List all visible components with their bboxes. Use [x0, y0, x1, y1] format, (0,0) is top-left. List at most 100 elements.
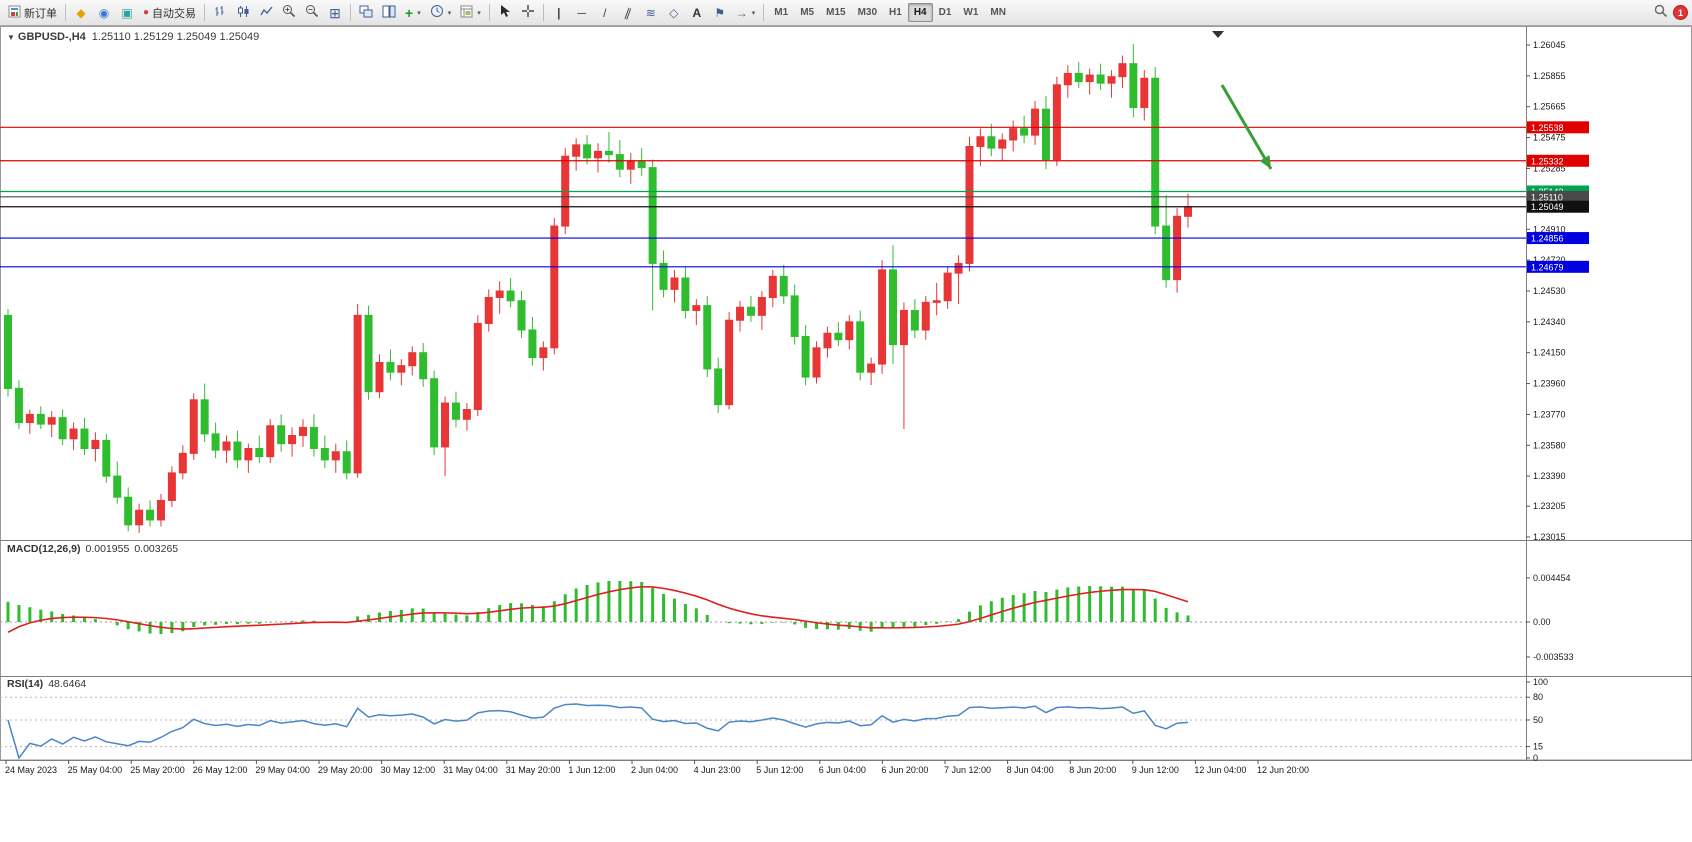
candlestick-chart-button[interactable] — [232, 2, 254, 24]
templates-button[interactable]: ▾ — [456, 2, 485, 24]
text-label-button[interactable]: ⚑ — [709, 2, 731, 24]
chevron-down-icon: ▾ — [417, 9, 421, 17]
timeframe-button-m15[interactable]: M15 — [826, 7, 846, 18]
chart-canvas[interactable]: 1.26045 1.25855 1.25665 1.25475 1.25285 1.250… — [0, 26, 1692, 842]
horizontal-lines-layer[interactable]: 1.255381.253321.251431.251101.250491.248… — [0, 121, 1589, 273]
svg-text:1.25285: 1.25285 — [1533, 163, 1566, 173]
separator — [542, 4, 544, 21]
flag-icon: ⚑ — [714, 5, 726, 20]
svg-text:29 May 04:00: 29 May 04:00 — [255, 765, 310, 775]
arrows-button[interactable]: → ▾ — [732, 2, 760, 24]
zoom-out-button[interactable] — [301, 2, 323, 24]
search-button[interactable] — [1650, 2, 1672, 24]
svg-text:8 Jun 20:00: 8 Jun 20:00 — [1069, 765, 1116, 775]
trendline-button[interactable]: / — [594, 2, 616, 24]
clock-icon — [430, 4, 444, 21]
channel-icon: ∥ — [622, 4, 633, 21]
bar-chart-button[interactable] — [209, 2, 231, 24]
timeframe-button-h1[interactable]: H1 — [889, 7, 902, 18]
crosshair-button[interactable] — [517, 2, 539, 24]
navigator-button[interactable]: ▣ — [116, 2, 138, 24]
svg-text:1 Jun 12:00: 1 Jun 12:00 — [568, 765, 615, 775]
toolbar: 新订单 ◆ ◉ ▣ ● 自动交易 ⊞ + ▾ ▾ ▾ | ─ / ∥ ≋ ◇ A … — [0, 0, 1692, 26]
metaeditor-button[interactable]: ◆ — [70, 2, 92, 24]
cursor-icon — [499, 4, 511, 21]
cascade-windows-button[interactable] — [378, 2, 400, 24]
indicators-button[interactable]: + ▾ — [401, 2, 425, 24]
svg-text:1.24340: 1.24340 — [1533, 317, 1566, 327]
timeframe-button-w1[interactable]: W1 — [963, 7, 979, 18]
svg-text:7 Jun 12:00: 7 Jun 12:00 — [944, 765, 991, 775]
zoom-in-button[interactable] — [278, 2, 300, 24]
timeframe-button-mn[interactable]: MN — [990, 7, 1006, 18]
fibonacci-icon: ≋ — [645, 5, 656, 20]
arrange-windows-button[interactable] — [355, 2, 377, 24]
chevron-down-icon: ▾ — [751, 9, 756, 17]
arrow-icon: → — [735, 5, 748, 20]
search-icon — [1654, 4, 1668, 21]
svg-text:6 Jun 04:00: 6 Jun 04:00 — [819, 765, 866, 775]
periods-button[interactable]: ▾ — [426, 2, 456, 24]
vertical-line-button[interactable]: | — [548, 2, 570, 24]
svg-text:-0.003533: -0.003533 — [1533, 652, 1574, 662]
new-order-icon — [8, 5, 21, 21]
chart-frame — [0, 26, 1692, 761]
chevron-down-icon: ▾ — [447, 9, 452, 17]
auto-trading-button[interactable]: ● 自动交易 — [139, 2, 200, 24]
chevron-down-icon: ▾ — [477, 9, 481, 17]
rsi-name: RSI(14) — [7, 678, 44, 690]
price-axis: 1.26045 1.25855 1.25665 1.25475 1.25285 1.250… — [1526, 40, 1566, 542]
svg-text:1.24150: 1.24150 — [1533, 348, 1566, 358]
rsi-indicator-label: RSI(14) 48.6464 — [7, 678, 91, 690]
timeframe-button-m1[interactable]: M1 — [774, 7, 789, 18]
svg-text:1.24720: 1.24720 — [1533, 255, 1566, 265]
svg-text:80: 80 — [1533, 692, 1543, 702]
line-chart-button[interactable] — [255, 2, 277, 24]
fibonacci-button[interactable]: ≋ — [640, 2, 662, 24]
svg-text:1.23205: 1.23205 — [1533, 501, 1566, 511]
square-icon: ▣ — [121, 5, 133, 20]
svg-text:31 May 20:00: 31 May 20:00 — [506, 765, 561, 775]
market-watch-button[interactable]: ◉ — [93, 2, 115, 24]
tile-windows-button[interactable]: ⊞ — [324, 2, 346, 24]
time-axis: 24 May 2023 25 May 04:00 25 May 20:00 26 Ma… — [5, 760, 1309, 775]
macd-axis: 0.004454 0.00 -0.003533 — [1526, 573, 1574, 662]
svg-text:26 May 12:00: 26 May 12:00 — [193, 765, 248, 775]
svg-text:12 Jun 20:00: 12 Jun 20:00 — [1257, 765, 1309, 775]
arrow-annotation[interactable] — [1220, 84, 1273, 170]
circle-icon: ◉ — [98, 5, 110, 20]
line-chart-icon — [259, 5, 273, 21]
collapse-triangle-icon[interactable]: ▼ — [7, 33, 15, 42]
svg-text:31 May 04:00: 31 May 04:00 — [443, 765, 498, 775]
svg-text:0.004454: 0.004454 — [1533, 573, 1571, 583]
new-order-button[interactable]: 新订单 — [4, 2, 61, 24]
new-order-label: 新订单 — [24, 7, 57, 20]
equidistant-channel-button[interactable]: ∥ — [617, 2, 639, 24]
svg-text:5 Jun 12:00: 5 Jun 12:00 — [756, 765, 803, 775]
macd-value-1: 0.001955 — [85, 543, 130, 555]
bar-chart-icon — [214, 5, 227, 21]
ohlc-close: 1.25049 — [219, 31, 260, 43]
windows-icon — [359, 5, 373, 21]
timeframe-button-m30[interactable]: M30 — [857, 7, 878, 18]
svg-text:1.25332: 1.25332 — [1531, 156, 1564, 166]
zoom-in-icon — [282, 4, 296, 21]
play-icon: ● — [143, 6, 150, 18]
svg-text:1.25475: 1.25475 — [1533, 133, 1566, 143]
notification-badge[interactable]: 1 — [1673, 5, 1688, 20]
timeframe-button-d1[interactable]: D1 — [938, 7, 952, 18]
macd-value-2: 0.003265 — [134, 543, 179, 555]
svg-text:1.23580: 1.23580 — [1533, 440, 1566, 450]
shapes-icon: ◇ — [669, 5, 679, 20]
text-button[interactable]: A — [686, 2, 708, 24]
cursor-button[interactable] — [494, 2, 516, 24]
timeframe-button-h4[interactable]: H4 — [907, 3, 933, 22]
timeframe-buttons: M1 M5 M15 M30 H1 H4 D1 W1 MN — [768, 3, 1012, 22]
shapes-button[interactable]: ◇ — [663, 2, 685, 24]
svg-text:25 May 20:00: 25 May 20:00 — [130, 765, 185, 775]
macd-indicator-label: MACD(12,26,9) 0.001955 0.003265 — [7, 543, 183, 555]
template-icon — [460, 5, 473, 21]
timeframe-button-m5[interactable]: M5 — [800, 7, 815, 18]
svg-text:25 May 04:00: 25 May 04:00 — [68, 765, 123, 775]
horizontal-line-button[interactable]: ─ — [571, 2, 593, 24]
